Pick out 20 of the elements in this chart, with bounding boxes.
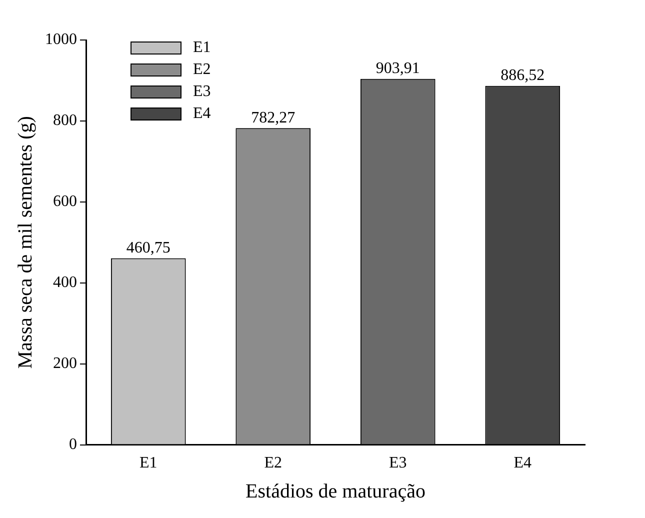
legend-label: E4: [193, 105, 211, 122]
y-tick-label: 400: [53, 274, 77, 292]
y-axis-title: Massa seca de mil sementes (g): [14, 116, 36, 369]
y-tick-label: 600: [53, 193, 77, 210]
data-label: 903,91: [376, 60, 420, 78]
y-tick-label: 800: [53, 112, 77, 130]
y-tick-label: 1000: [45, 31, 77, 48]
data-label: 782,27: [251, 109, 296, 126]
data-label: 460,75: [126, 239, 170, 256]
legend-label: E2: [193, 61, 211, 78]
x-tick-label: E4: [514, 454, 532, 472]
x-axis-title: Estádios de maturação: [246, 480, 426, 502]
x-tick-label: E1: [139, 454, 158, 472]
legend-label: E1: [193, 39, 211, 56]
legend-label: E3: [193, 83, 211, 100]
x-tick-label: E3: [388, 454, 407, 472]
y-tick-label: 200: [53, 355, 77, 372]
x-tick-label: E2: [264, 454, 282, 472]
y-tick-label: 0: [69, 436, 77, 454]
data-label: 886,52: [500, 67, 545, 84]
